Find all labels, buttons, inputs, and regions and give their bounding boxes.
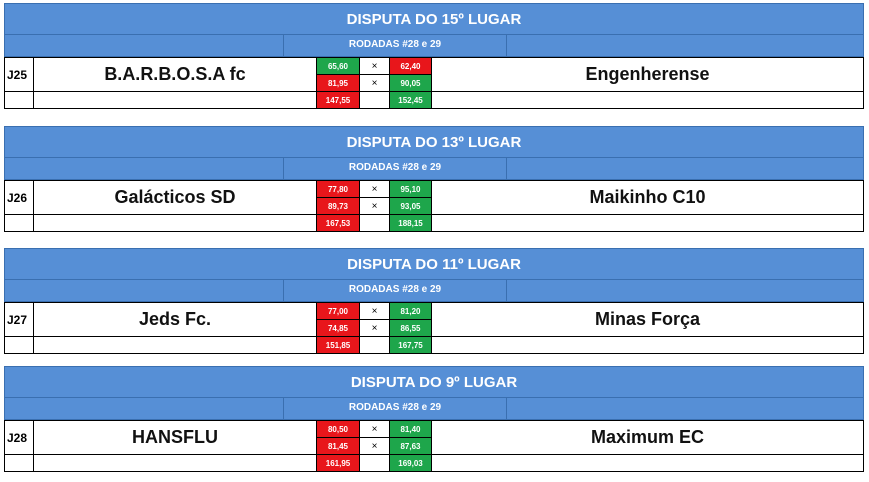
empty-cell bbox=[431, 454, 864, 472]
rounds-row: RODADAS #28 e 29 bbox=[4, 279, 864, 302]
round2-away-score: 87,63 bbox=[389, 437, 432, 455]
total-away-score: 152,45 bbox=[389, 91, 432, 109]
empty-cell bbox=[4, 336, 34, 354]
round2-home-score: 81,95 bbox=[316, 74, 360, 92]
match-title: DISPUTA DO 13º LUGAR bbox=[4, 126, 864, 158]
match-grid: J28 HANSFLU 80,50 × 81,40 81,45 × 87,63 … bbox=[4, 420, 864, 472]
match-title: DISPUTA DO 11º LUGAR bbox=[4, 248, 864, 280]
rounds-row: RODADAS #28 e 29 bbox=[4, 34, 864, 57]
empty-cell bbox=[4, 454, 34, 472]
home-team-name: B.A.R.B.O.S.A fc bbox=[33, 57, 317, 92]
match-grid: J25 B.A.R.B.O.S.A fc 65,60 × 62,40 81,95… bbox=[4, 57, 864, 109]
home-team-name: Jeds Fc. bbox=[33, 302, 317, 337]
round1-away-score: 81,40 bbox=[389, 420, 432, 438]
away-team-name: Maximum EC bbox=[431, 420, 864, 455]
empty-cell bbox=[359, 336, 390, 354]
round1-home-score: 77,00 bbox=[316, 302, 360, 320]
total-away-score: 169,03 bbox=[389, 454, 432, 472]
round2-away-score: 93,05 bbox=[389, 197, 432, 215]
match-code: J28 bbox=[4, 420, 34, 455]
vs-symbol: × bbox=[359, 319, 390, 337]
vs-symbol: × bbox=[359, 74, 390, 92]
match-block: DISPUTA DO 13º LUGAR RODADAS #28 e 29 J2… bbox=[4, 126, 864, 232]
round2-home-score: 89,73 bbox=[316, 197, 360, 215]
away-team-name: Minas Força bbox=[431, 302, 864, 337]
empty-cell bbox=[33, 336, 317, 354]
round2-home-score: 81,45 bbox=[316, 437, 360, 455]
empty-cell bbox=[33, 214, 317, 232]
match-block: DISPUTA DO 9º LUGAR RODADAS #28 e 29 J28… bbox=[4, 366, 864, 472]
round1-home-score: 77,80 bbox=[316, 180, 360, 198]
match-title: DISPUTA DO 9º LUGAR bbox=[4, 366, 864, 398]
round1-away-score: 95,10 bbox=[389, 180, 432, 198]
empty-cell bbox=[431, 91, 864, 109]
round1-away-score: 81,20 bbox=[389, 302, 432, 320]
total-home-score: 161,95 bbox=[316, 454, 360, 472]
vs-symbol: × bbox=[359, 180, 390, 198]
empty-cell bbox=[359, 214, 390, 232]
round2-away-score: 90,05 bbox=[389, 74, 432, 92]
empty-cell bbox=[33, 91, 317, 109]
round2-home-score: 74,85 bbox=[316, 319, 360, 337]
total-away-score: 167,75 bbox=[389, 336, 432, 354]
vs-symbol: × bbox=[359, 57, 390, 75]
total-away-score: 188,15 bbox=[389, 214, 432, 232]
empty-cell bbox=[359, 454, 390, 472]
rounds-label: RODADAS #28 e 29 bbox=[283, 279, 507, 301]
rounds-label: RODADAS #28 e 29 bbox=[283, 157, 507, 179]
round1-home-score: 65,60 bbox=[316, 57, 360, 75]
rounds-row: RODADAS #28 e 29 bbox=[4, 157, 864, 180]
match-grid: J27 Jeds Fc. 77,00 × 81,20 74,85 × 86,55… bbox=[4, 302, 864, 354]
total-home-score: 147,55 bbox=[316, 91, 360, 109]
empty-cell bbox=[431, 214, 864, 232]
vs-symbol: × bbox=[359, 197, 390, 215]
match-block: DISPUTA DO 15º LUGAR RODADAS #28 e 29 J2… bbox=[4, 3, 864, 109]
empty-cell bbox=[431, 336, 864, 354]
empty-cell bbox=[4, 214, 34, 232]
total-home-score: 167,53 bbox=[316, 214, 360, 232]
total-home-score: 151,85 bbox=[316, 336, 360, 354]
home-team-name: HANSFLU bbox=[33, 420, 317, 455]
match-code: J26 bbox=[4, 180, 34, 215]
vs-symbol: × bbox=[359, 420, 390, 438]
rounds-label: RODADAS #28 e 29 bbox=[283, 397, 507, 419]
match-title: DISPUTA DO 15º LUGAR bbox=[4, 3, 864, 35]
home-team-name: Galácticos SD bbox=[33, 180, 317, 215]
match-code: J27 bbox=[4, 302, 34, 337]
rounds-row: RODADAS #28 e 29 bbox=[4, 397, 864, 420]
vs-symbol: × bbox=[359, 302, 390, 320]
match-block: DISPUTA DO 11º LUGAR RODADAS #28 e 29 J2… bbox=[4, 248, 864, 354]
away-team-name: Engenherense bbox=[431, 57, 864, 92]
away-team-name: Maikinho C10 bbox=[431, 180, 864, 215]
round1-away-score: 62,40 bbox=[389, 57, 432, 75]
empty-cell bbox=[4, 91, 34, 109]
round1-home-score: 80,50 bbox=[316, 420, 360, 438]
empty-cell bbox=[33, 454, 317, 472]
match-grid: J26 Galácticos SD 77,80 × 95,10 89,73 × … bbox=[4, 180, 864, 232]
rounds-label: RODADAS #28 e 29 bbox=[283, 34, 507, 56]
round2-away-score: 86,55 bbox=[389, 319, 432, 337]
empty-cell bbox=[359, 91, 390, 109]
vs-symbol: × bbox=[359, 437, 390, 455]
match-code: J25 bbox=[4, 57, 34, 92]
